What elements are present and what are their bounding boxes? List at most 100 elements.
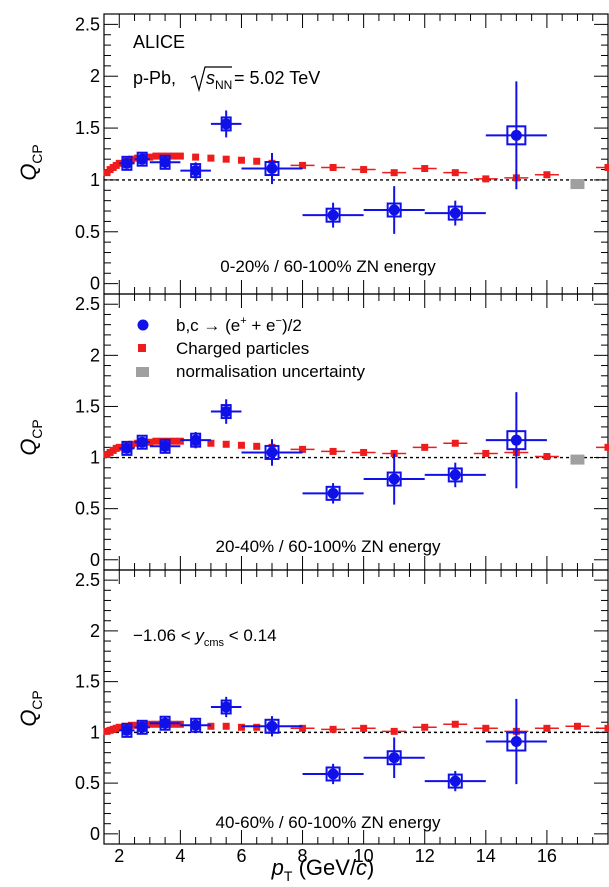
x-tick-label: 8 [298,846,308,866]
charged-particle-point [482,724,490,732]
y-tick-label: 0.5 [75,499,100,519]
hfe-point [190,719,202,731]
charged-particle-point [237,156,245,164]
hfe-point [266,720,278,732]
legend-marker-charged [138,344,146,352]
charged-particle-point [192,153,200,161]
legend-label-norm: normalisation uncertainty [176,362,365,381]
charged-particle-point [482,175,490,183]
charged-particle-point [573,722,581,730]
y-tick-label: 2.5 [75,294,100,314]
x-tick-label: 16 [537,846,557,866]
hfe-point [266,446,278,458]
hfe-point [327,487,339,499]
svg-text:CP: CP [29,690,45,709]
charged-particle-point [222,155,230,163]
y-axis-label-panel-2: Q CP [16,419,45,455]
charged-particle-point [360,448,368,456]
charged-particle-point [299,445,307,453]
y-tick-label: 2 [90,66,100,86]
hfe-point [121,157,133,169]
hfe-syst-box [325,207,341,223]
panel-3-axes: 0 0.5 1 1.5 2 2.5 2 4 6 8 10 12 14 16 40-60% / 60-100%… [75,569,609,866]
charged-particle-point [253,723,261,731]
hfe-syst-box [325,766,341,782]
charged-particle-point [421,723,429,731]
data-layer [103,81,609,792]
charged-particle-point [543,724,551,732]
y-axis-label-panel-1: Q CP [16,144,45,180]
hfe-point [121,724,133,736]
hfe-syst-box [447,773,463,789]
charged-particle-point [164,437,172,445]
system-label: p-Pb, s NN = 5.02 TeV [133,66,320,93]
sqrt-s-subscript: NN [215,78,232,92]
charged-particle-point [237,723,245,731]
svg-text:Q: Q [16,709,41,726]
hfe-point [388,752,400,764]
panel-1-data [103,81,609,234]
hfe-point [136,721,148,733]
charged-particle-point [146,153,154,161]
charged-particle-point [451,439,459,447]
panel-title: 40-60% / 60-100% ZN energy [216,813,441,832]
plot-frame [103,569,609,845]
hfe-syst-box [264,718,280,734]
rapidity-label: −1.06 < ycms < 0.14 [133,626,277,649]
sqrt-sign [190,66,232,93]
hfe-syst-box [325,485,341,501]
y-tick-label: 1 [90,448,100,468]
charged-particle-point [237,441,245,449]
charged-particle-point [170,720,178,728]
charged-particle-point [176,152,184,160]
hfe-point [159,717,171,729]
norm-uncertainty-box [570,454,585,465]
charged-particle-point [115,723,123,731]
panel-2-data [103,392,609,505]
y-tick-label: 0 [90,274,100,294]
charged-particle-point [421,443,429,451]
charged-particle-point [482,449,490,457]
norm-uncertainty-box [570,179,585,190]
charged-particle-point [329,725,337,733]
hfe-syst-box [386,471,402,487]
charged-particle-point [176,720,184,728]
panel-2-axes: 0 0.5 1 1.5 2 2.5 20-40% / 60-100% ZN energy [75,293,609,571]
charged-particle-point [451,720,459,728]
hfe-point [190,165,202,177]
hfe-point [388,473,400,485]
y-tick-label: 1.5 [75,672,100,692]
charged-particle-point [543,171,551,179]
charged-particle-point [170,437,178,445]
hfe-syst-box [506,430,527,451]
legend: b,c → (e+ + e−)/2 Charged particles norm… [136,315,365,381]
charged-particle-point [207,722,215,730]
sqrt-s-value: = 5.02 TeV [234,68,320,88]
hfe-point [510,434,522,446]
charged-particle-point [299,161,307,169]
y-axis-label-panel-3: Q CP [16,690,45,726]
charged-particle-point [421,165,429,173]
hfe-point [449,207,461,219]
hfe-point [159,156,171,168]
hfe-point [449,775,461,787]
hfe-point [190,434,202,446]
x-axis-label: pT (GeV/c) [271,855,375,884]
plot-frame [103,293,609,571]
hfe-syst-box [447,467,463,483]
charged-particle-point [176,437,184,445]
charged-particle-point [207,439,215,447]
hfe-point [388,204,400,216]
x-tick-label: 4 [175,846,185,866]
hfe-syst-box [386,750,402,766]
panel-1-axes: 0 0.5 1 1.5 2 2.5 0-20% / 60-100% ZN energy [75,13,609,295]
y-tick-label: 0 [90,550,100,570]
legend-marker-hfe [137,319,149,331]
hfe-point [510,129,522,141]
y-tick-label: 0 [90,824,100,844]
y-tick-label: 2 [90,345,100,365]
hfe-point [266,163,278,175]
y-tick-label: 2.5 [75,14,100,34]
panel-3-data [103,696,609,792]
